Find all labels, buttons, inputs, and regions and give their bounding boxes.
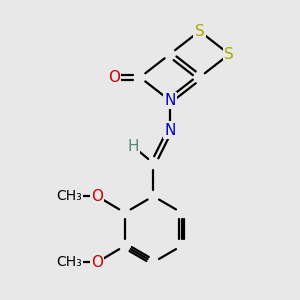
Text: S: S (195, 24, 204, 39)
Text: H: H (128, 139, 139, 154)
Text: N: N (164, 123, 176, 138)
Text: O: O (108, 70, 120, 85)
Text: CH₃: CH₃ (56, 255, 82, 269)
Text: N: N (164, 93, 176, 108)
Text: CH₃: CH₃ (56, 189, 82, 203)
Text: O: O (91, 255, 103, 270)
Text: O: O (91, 189, 103, 204)
Text: S: S (224, 47, 234, 62)
